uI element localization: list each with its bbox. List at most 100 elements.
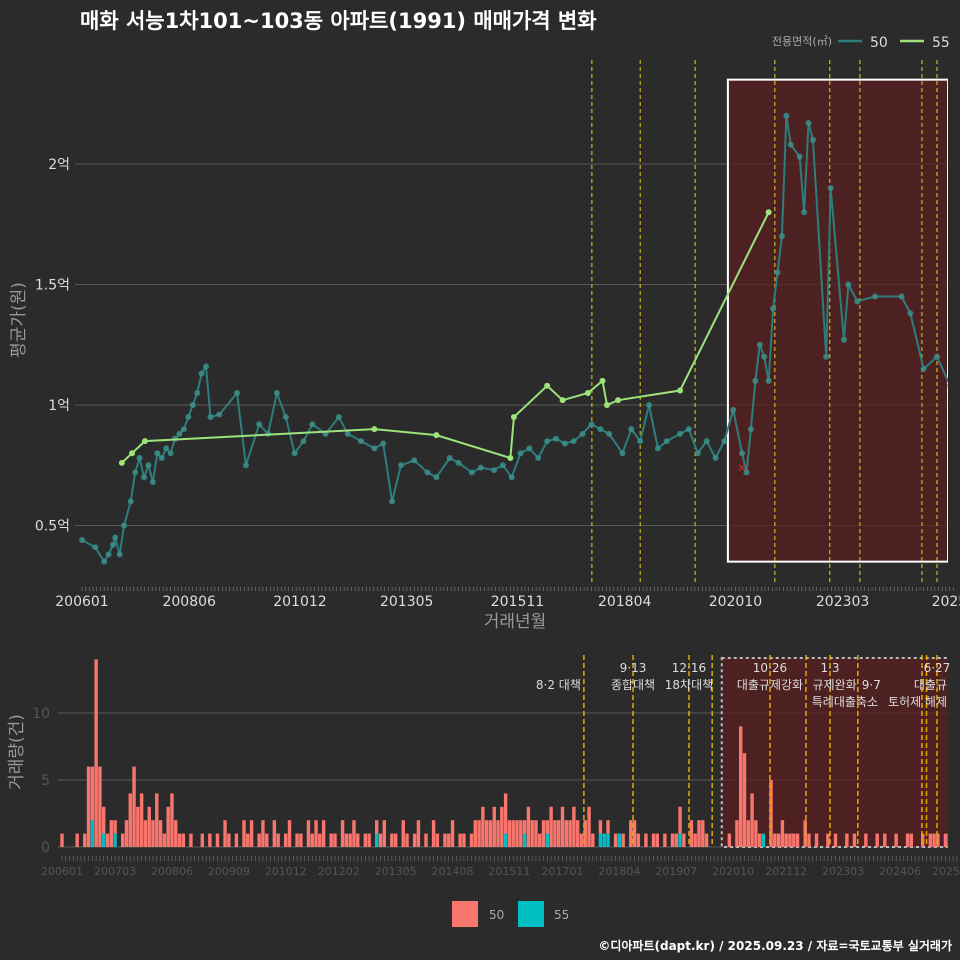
bar-50 xyxy=(852,833,857,847)
bar-50 xyxy=(329,833,333,847)
bar-50 xyxy=(390,833,394,847)
bar-50 xyxy=(450,820,455,847)
series-50-point xyxy=(628,426,635,433)
series-50-point xyxy=(774,269,781,276)
series-50-point xyxy=(685,426,692,433)
bar-50 xyxy=(321,820,326,847)
bar-50 xyxy=(663,833,667,847)
plot-area xyxy=(58,655,954,848)
series-50-point xyxy=(344,430,351,437)
series-55-point xyxy=(433,432,440,439)
bar-50 xyxy=(905,833,910,847)
bar-50 xyxy=(405,833,409,847)
bar-50 xyxy=(75,833,79,847)
bar-50 xyxy=(621,833,625,847)
bar-55 xyxy=(545,833,550,847)
series-55-point xyxy=(603,402,610,408)
x-tick-label: 201701 xyxy=(542,865,584,878)
x-tick-label: 201907 xyxy=(655,865,697,878)
policy-annotation: 12·16 xyxy=(672,661,706,675)
series-50-point xyxy=(234,389,241,396)
bar-50 xyxy=(943,833,948,847)
series-50-point xyxy=(371,445,378,452)
series-50-point xyxy=(752,377,759,384)
series-55-point xyxy=(677,387,684,394)
bar-50 xyxy=(147,806,151,847)
series-55-point xyxy=(765,209,772,216)
series-55-point xyxy=(507,455,514,462)
highlight-box xyxy=(726,78,948,563)
x-tick-label: 201012 xyxy=(273,594,326,610)
bar-50 xyxy=(670,833,675,847)
bar-50 xyxy=(545,820,550,834)
series-50-point xyxy=(579,430,586,437)
bar-50 xyxy=(234,833,239,847)
series-50-point xyxy=(796,153,803,160)
series-50-point xyxy=(805,120,812,127)
bar-50 xyxy=(678,806,682,834)
series-50-point xyxy=(477,464,484,471)
series-50-point xyxy=(907,310,914,317)
y-axis-title: 평균가(원) xyxy=(9,282,29,358)
policy-annotation: 10·26 xyxy=(753,661,787,675)
bar-50 xyxy=(314,820,318,847)
bar-50 xyxy=(951,834,954,847)
bar-50 xyxy=(894,833,898,847)
bar-50 xyxy=(534,820,538,847)
bar-50 xyxy=(644,833,648,847)
series-50-point xyxy=(424,469,431,476)
bar-50 xyxy=(136,806,140,847)
bar-50 xyxy=(60,833,64,847)
series-50-point xyxy=(694,450,701,457)
series-50-point xyxy=(389,498,396,505)
bar-50 xyxy=(208,833,212,847)
series-50-point xyxy=(570,438,577,445)
bar-50 xyxy=(318,833,322,847)
series-50-point xyxy=(646,402,653,408)
series-50-point xyxy=(517,450,524,457)
series-50-point xyxy=(397,462,404,469)
bar-50 xyxy=(344,833,349,847)
x-tick-label: 202303 xyxy=(816,594,869,610)
bar-50 xyxy=(473,820,477,847)
series-50-point xyxy=(920,365,927,372)
bar-50 xyxy=(651,833,656,847)
bar-50 xyxy=(469,833,474,847)
bar-50 xyxy=(776,833,781,847)
bar-50 xyxy=(284,833,288,847)
x-tick-label: 202112 xyxy=(765,865,807,878)
series-50-point xyxy=(898,293,905,300)
volume-panel: 0 5 10 8·2 대책 9·13 종합대책 12·16 18차대책 10·26 대출규제강화 1… xyxy=(7,655,960,927)
series-50-point xyxy=(508,474,515,481)
highlight-box xyxy=(720,657,948,848)
series-50-point xyxy=(703,438,710,445)
bar-50 xyxy=(363,833,368,847)
y-tick-label: 5 xyxy=(41,773,50,789)
bar-50 xyxy=(484,820,489,847)
legend-55-label: 55 xyxy=(554,908,569,922)
bar-50 xyxy=(158,820,163,847)
series-50-point xyxy=(116,551,123,558)
series-50-point xyxy=(154,450,161,457)
bar-50 xyxy=(443,833,447,847)
x-tick-label: 202508 xyxy=(932,865,960,878)
bar-50 xyxy=(340,820,345,847)
series-50-point xyxy=(136,455,143,462)
bar-50 xyxy=(416,820,421,847)
bar-50 xyxy=(242,820,246,847)
series-50-point xyxy=(827,185,834,192)
bar-50 xyxy=(83,833,87,847)
series-50-point xyxy=(411,457,418,464)
bar-50 xyxy=(98,766,102,847)
x-tick-label: 201305 xyxy=(380,594,433,610)
series-50-point xyxy=(110,541,117,548)
legend-50-swatch xyxy=(452,901,478,927)
series-50-point xyxy=(535,455,542,462)
series-50-point xyxy=(677,430,684,437)
bar-50 xyxy=(780,820,785,847)
series-50-point xyxy=(101,558,108,565)
bar-50 xyxy=(139,793,144,847)
bar-50 xyxy=(170,793,174,847)
series-50-point xyxy=(801,209,808,216)
policy-annotation: 6·27 xyxy=(924,661,951,675)
